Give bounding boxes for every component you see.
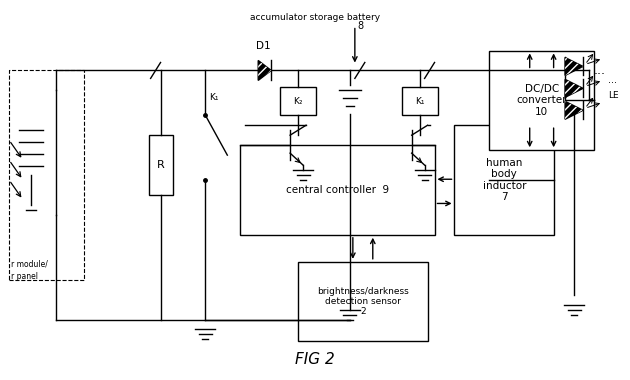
- Text: r panel: r panel: [11, 272, 38, 281]
- Bar: [280, 87, 316, 115]
- Bar: [9, 70, 84, 280]
- Text: brightness/darkness
detection sensor
2: brightness/darkness detection sensor 2: [317, 287, 409, 317]
- Text: central controller  9: central controller 9: [286, 185, 389, 195]
- Text: ...: ...: [594, 64, 606, 77]
- Polygon shape: [565, 79, 583, 97]
- Text: DC/DC
converter
10: DC/DC converter 10: [517, 84, 567, 117]
- Text: LE: LE: [608, 91, 619, 100]
- Polygon shape: [258, 60, 271, 81]
- Text: K₁: K₁: [209, 93, 219, 102]
- Text: FIG 2: FIG 2: [295, 352, 335, 367]
- Text: K₁: K₁: [415, 97, 425, 106]
- Polygon shape: [565, 57, 583, 75]
- Text: accumulator storage battery: accumulator storage battery: [250, 13, 380, 22]
- Bar: [149, 135, 173, 195]
- Bar: [240, 145, 435, 235]
- Text: 8: 8: [358, 21, 364, 31]
- Text: D1: D1: [256, 41, 270, 51]
- Bar: [454, 125, 554, 235]
- Text: R: R: [157, 160, 164, 170]
- Bar: [298, 262, 428, 342]
- Text: human
body
inductor
7: human body inductor 7: [483, 158, 526, 203]
- Bar: [402, 87, 438, 115]
- Text: ...: ...: [608, 75, 617, 86]
- Bar: [490, 51, 594, 150]
- Text: r module/: r module/: [11, 260, 48, 269]
- Polygon shape: [565, 101, 583, 119]
- Text: K₂: K₂: [294, 97, 303, 106]
